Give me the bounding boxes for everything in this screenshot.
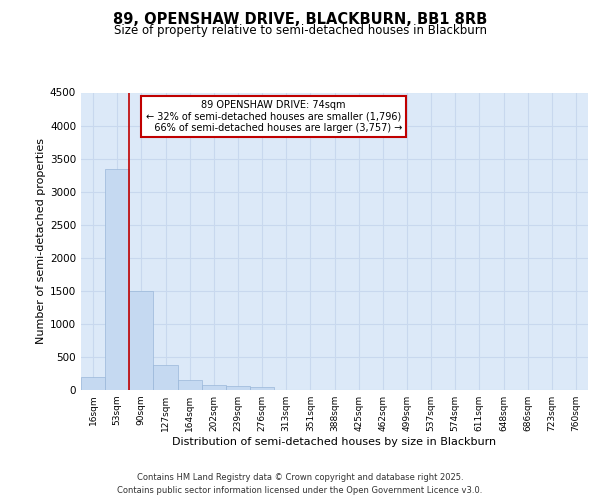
Bar	[202, 384, 226, 390]
Bar	[178, 380, 202, 390]
Text: Contains HM Land Registry data © Crown copyright and database right 2025.
Contai: Contains HM Land Registry data © Crown c…	[118, 474, 482, 495]
X-axis label: Distribution of semi-detached houses by size in Blackburn: Distribution of semi-detached houses by …	[172, 437, 497, 447]
Text: Size of property relative to semi-detached houses in Blackburn: Size of property relative to semi-detach…	[113, 24, 487, 37]
Bar	[81, 377, 105, 390]
Text: 89 OPENSHAW DRIVE: 74sqm
← 32% of semi-detached houses are smaller (1,796)
   66: 89 OPENSHAW DRIVE: 74sqm ← 32% of semi-d…	[145, 100, 403, 133]
Bar	[154, 365, 178, 390]
Bar	[105, 168, 129, 390]
Bar	[226, 386, 250, 390]
Bar	[250, 386, 274, 390]
Text: 89, OPENSHAW DRIVE, BLACKBURN, BB1 8RB: 89, OPENSHAW DRIVE, BLACKBURN, BB1 8RB	[113, 12, 487, 28]
Bar	[129, 291, 154, 390]
Y-axis label: Number of semi-detached properties: Number of semi-detached properties	[36, 138, 46, 344]
